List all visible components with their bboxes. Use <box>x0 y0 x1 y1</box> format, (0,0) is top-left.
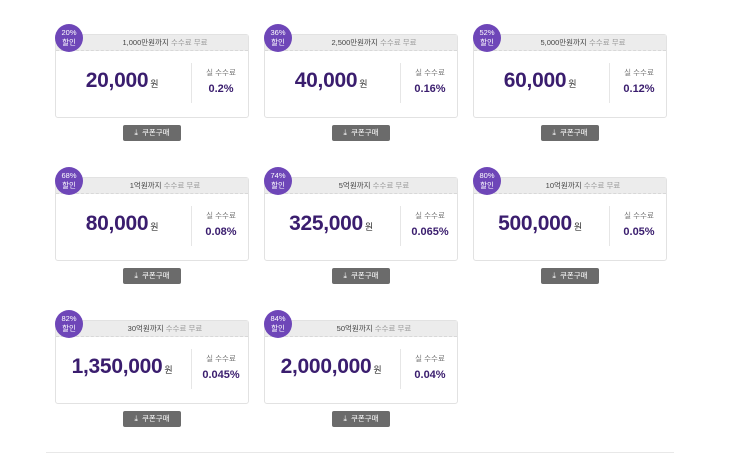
coupon-ticket: 2,500만원까지 수수료 무료 40,000 원 실 수수료 0.16% <box>264 34 458 118</box>
divider <box>191 349 192 389</box>
discount-badge: 36% 할인 <box>264 24 292 52</box>
rate-value: 0.065% <box>411 226 449 238</box>
coupon-price: 20,000 원 <box>85 69 159 92</box>
coupon-ticket: 5,000만원까지 수수료 무료 60,000 원 실 수수료 0.12% <box>473 34 667 118</box>
rate-box: 실 수수료 0.045% <box>193 353 249 381</box>
coupon-card: 1억원까지 수수료 무료 80,000 원 실 수수료 0.08% 68% 할인 ⤓… <box>55 167 249 292</box>
divider <box>400 63 401 103</box>
download-icon: ⤓ <box>552 271 556 280</box>
coupon-card: 1,000만원까지 수수료 무료 20,000 원 실 수수료 0.2% 20% 할… <box>55 24 249 149</box>
buy-coupon-button[interactable]: ⤓ 쿠폰구매 <box>332 411 390 427</box>
buy-coupon-button[interactable]: ⤓ 쿠폰구매 <box>332 125 390 141</box>
buy-coupon-button[interactable]: ⤓ 쿠폰구매 <box>123 125 181 141</box>
rate-value: 0.2% <box>208 83 234 95</box>
discount-badge: 80% 할인 <box>473 167 501 195</box>
coupon-ticket: 50억원까지 수수료 무료 2,000,000 원 실 수수료 0.04% <box>264 320 458 404</box>
bottom-divider <box>46 452 674 453</box>
discount-badge: 84% 할인 <box>264 310 292 338</box>
rate-box: 실 수수료 0.065% <box>402 210 458 238</box>
rate-box: 실 수수료 0.04% <box>402 353 458 381</box>
download-icon: ⤓ <box>343 271 347 280</box>
coupon-limit: 1억원까지 수수료 무료 <box>56 178 248 194</box>
discount-badge: 20% 할인 <box>55 24 83 52</box>
discount-badge: 82% 할인 <box>55 310 83 338</box>
rate-value: 0.045% <box>202 369 240 381</box>
divider <box>609 206 610 246</box>
coupon-limit: 30억원까지 수수료 무료 <box>56 321 248 337</box>
coupon-limit: 5억원까지 수수료 무료 <box>265 178 457 194</box>
coupon-price: 80,000 원 <box>85 212 159 235</box>
rate-value: 0.16% <box>414 83 446 95</box>
coupon-ticket: 5억원까지 수수료 무료 325,000 원 실 수수료 0.065% <box>264 177 458 261</box>
coupon-price: 2,000,000 원 <box>280 355 382 378</box>
coupon-card: 10억원까지 수수료 무료 500,000 원 실 수수료 0.05% 80% 할인… <box>473 167 667 292</box>
rate-box: 실 수수료 0.16% <box>402 67 458 95</box>
coupon-ticket: 10억원까지 수수료 무료 500,000 원 실 수수료 0.05% <box>473 177 667 261</box>
discount-badge: 68% 할인 <box>55 167 83 195</box>
rate-box: 실 수수료 0.12% <box>611 67 667 95</box>
coupon-ticket: 1억원까지 수수료 무료 80,000 원 실 수수료 0.08% <box>55 177 249 261</box>
coupon-price: 1,350,000 원 <box>71 355 173 378</box>
divider <box>191 206 192 246</box>
coupon-ticket: 30억원까지 수수료 무료 1,350,000 원 실 수수료 0.045% <box>55 320 249 404</box>
coupon-price: 60,000 원 <box>503 69 577 92</box>
divider <box>400 206 401 246</box>
buy-coupon-button[interactable]: ⤓ 쿠폰구매 <box>123 411 181 427</box>
coupon-card: 5억원까지 수수료 무료 325,000 원 실 수수료 0.065% 74% 할인… <box>264 167 458 292</box>
rate-value: 0.04% <box>414 369 446 381</box>
download-icon: ⤓ <box>552 128 556 137</box>
coupon-ticket: 1,000만원까지 수수료 무료 20,000 원 실 수수료 0.2% <box>55 34 249 118</box>
download-icon: ⤓ <box>343 128 347 137</box>
coupon-limit: 1,000만원까지 수수료 무료 <box>56 35 248 51</box>
coupon-price: 325,000 원 <box>289 212 373 235</box>
discount-badge: 52% 할인 <box>473 24 501 52</box>
buy-coupon-button[interactable]: ⤓ 쿠폰구매 <box>332 268 390 284</box>
divider <box>191 63 192 103</box>
buy-coupon-button[interactable]: ⤓ 쿠폰구매 <box>123 268 181 284</box>
buy-coupon-button[interactable]: ⤓ 쿠폰구매 <box>541 125 599 141</box>
divider <box>400 349 401 389</box>
rate-value: 0.08% <box>205 226 237 238</box>
coupon-card: 30억원까지 수수료 무료 1,350,000 원 실 수수료 0.045% 82… <box>55 310 249 435</box>
coupon-limit: 10억원까지 수수료 무료 <box>474 178 666 194</box>
divider <box>609 63 610 103</box>
download-icon: ⤓ <box>134 271 138 280</box>
rate-box: 실 수수료 0.05% <box>611 210 667 238</box>
rate-value: 0.05% <box>623 226 655 238</box>
discount-badge: 74% 할인 <box>264 167 292 195</box>
download-icon: ⤓ <box>134 128 138 137</box>
rate-box: 실 수수료 0.08% <box>193 210 249 238</box>
coupon-card: 50억원까지 수수료 무료 2,000,000 원 실 수수료 0.04% 84%… <box>264 310 458 435</box>
coupon-limit: 2,500만원까지 수수료 무료 <box>265 35 457 51</box>
download-icon: ⤓ <box>343 414 347 423</box>
coupon-card: 2,500만원까지 수수료 무료 40,000 원 실 수수료 0.16% 36%… <box>264 24 458 149</box>
download-icon: ⤓ <box>134 414 138 423</box>
rate-value: 0.12% <box>623 83 655 95</box>
buy-coupon-button[interactable]: ⤓ 쿠폰구매 <box>541 268 599 284</box>
coupon-limit: 50억원까지 수수료 무료 <box>265 321 457 337</box>
coupon-limit: 5,000만원까지 수수료 무료 <box>474 35 666 51</box>
rate-box: 실 수수료 0.2% <box>193 67 249 95</box>
coupon-price: 500,000 원 <box>498 212 582 235</box>
coupon-price: 40,000 원 <box>294 69 368 92</box>
coupon-card: 5,000만원까지 수수료 무료 60,000 원 실 수수료 0.12% 52%… <box>473 24 667 149</box>
coupon-grid: 1,000만원까지 수수료 무료 20,000 원 실 수수료 0.2% 20% 할… <box>55 24 667 434</box>
